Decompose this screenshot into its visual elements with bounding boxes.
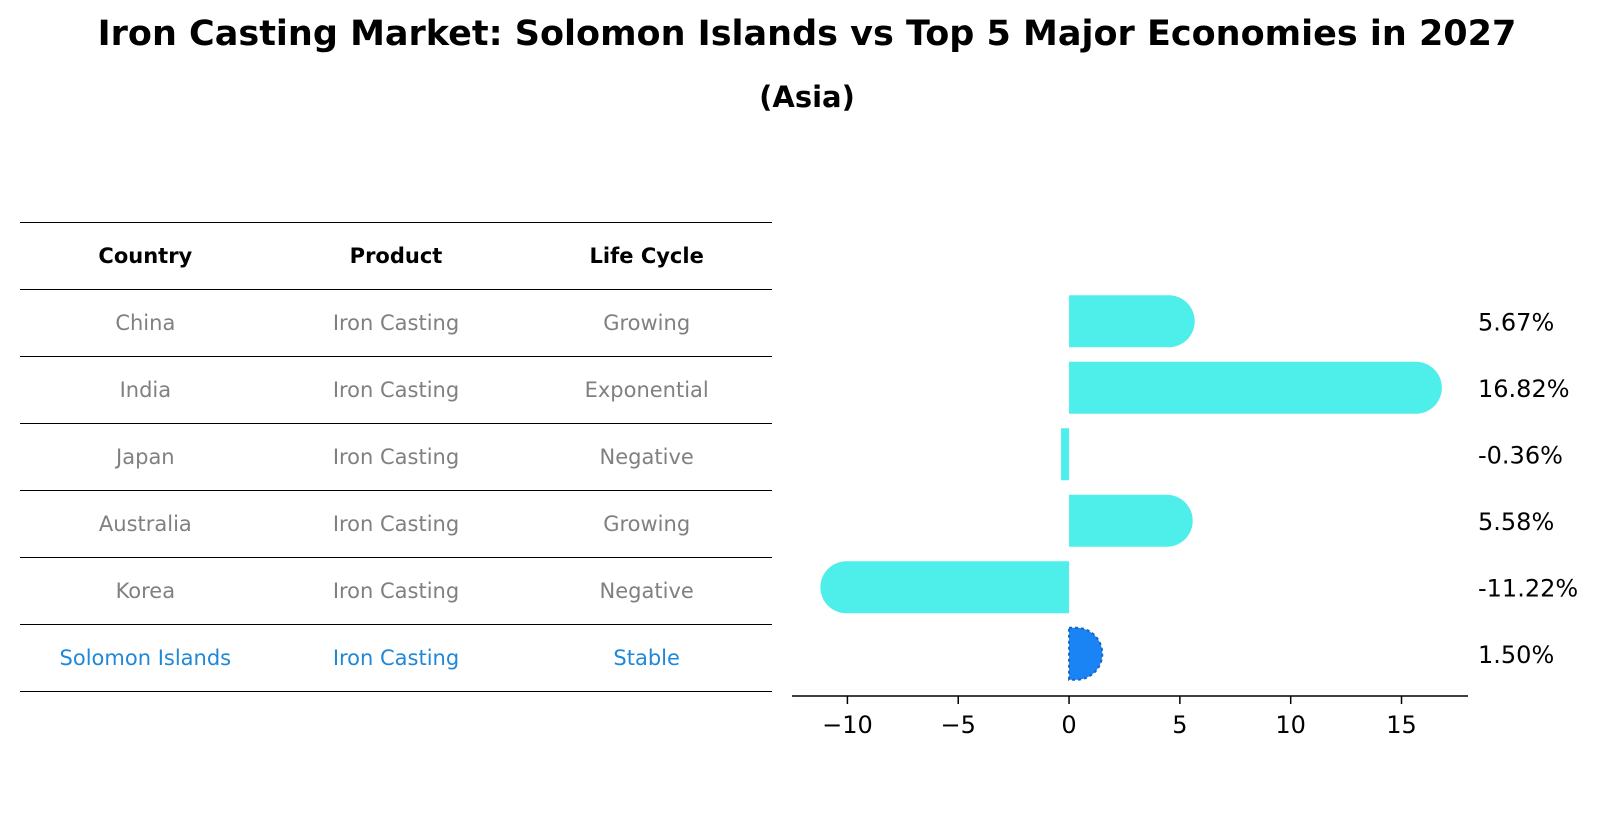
cell-life-cycle: Exponential [584, 378, 709, 402]
cell-product: Iron Casting [332, 311, 460, 335]
header-product: Product [349, 244, 443, 268]
cell-life-cycle: Growing [603, 512, 691, 536]
cell-country: Australia [98, 512, 192, 536]
cell-country: China [115, 311, 176, 335]
x-tick-label: 10 [1275, 711, 1306, 739]
table-row: India Iron Casting Exponential [20, 357, 772, 424]
bar-value-label: 5.58% [1478, 508, 1554, 536]
cell-country: Solomon Islands [59, 646, 232, 670]
cell-life-cycle: Negative [599, 445, 694, 469]
table-row: China Iron Casting Growing [20, 290, 772, 357]
bar-value-label: 16.82% [1478, 375, 1570, 403]
x-tick-label: 5 [1172, 711, 1187, 739]
table-row-highlight: Solomon Islands Iron Casting Stable [20, 625, 772, 692]
x-tick-label: −10 [822, 711, 873, 739]
cell-country: Korea [115, 579, 176, 603]
bar-value-label: 1.50% [1478, 641, 1554, 669]
bar-value-label: 5.67% [1478, 308, 1554, 336]
cell-country: Japan [116, 445, 175, 469]
cell-product: Iron Casting [332, 378, 460, 402]
cell-product: Iron Casting [332, 579, 460, 603]
x-tick-label: 15 [1386, 711, 1417, 739]
table-header-row: Country Product Life Cycle [20, 223, 772, 290]
chart-title: Iron Casting Market: Solomon Islands vs … [97, 14, 1517, 54]
cell-life-cycle: Stable [613, 646, 680, 670]
data-table: Country Product Life Cycle China Iron Ca… [20, 222, 772, 692]
bar-value-label: -0.36% [1478, 441, 1563, 469]
bar [1069, 361, 1442, 414]
bar [1061, 428, 1070, 481]
x-tick-label: 0 [1061, 711, 1076, 739]
table-row: Australia Iron Casting Growing [20, 491, 772, 558]
cell-product: Iron Casting [332, 646, 460, 670]
bar [1068, 626, 1104, 681]
cell-product: Iron Casting [332, 512, 460, 536]
cell-life-cycle: Growing [603, 311, 691, 335]
bar [1069, 494, 1193, 547]
header-life-cycle: Life Cycle [589, 244, 704, 268]
bar [1069, 295, 1195, 348]
table-row: Japan Iron Casting Negative [20, 424, 772, 491]
table-row: Korea Iron Casting Negative [20, 558, 772, 625]
cell-product: Iron Casting [332, 445, 460, 469]
header-country: Country [98, 244, 193, 268]
cell-life-cycle: Negative [599, 579, 694, 603]
x-tick-label: −5 [941, 711, 976, 739]
bar [820, 561, 1070, 614]
bar-value-label: -11.22% [1478, 574, 1578, 602]
chart-subtitle: (Asia) [759, 80, 855, 114]
cell-country: India [119, 378, 172, 402]
